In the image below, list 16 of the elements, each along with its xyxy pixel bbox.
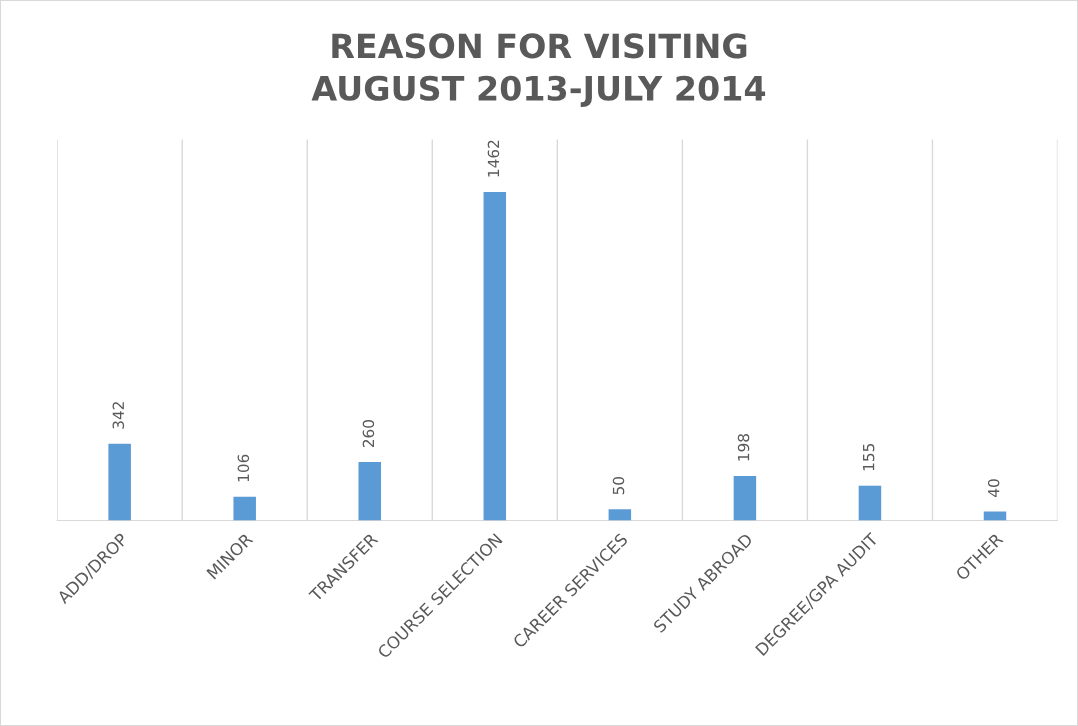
- bar: [608, 509, 632, 521]
- bar: [483, 191, 507, 521]
- data-label: 50: [612, 476, 625, 495]
- data-label: 342: [112, 402, 125, 429]
- data-label: 260: [362, 420, 375, 448]
- bar: [858, 485, 882, 521]
- data-label: 198: [737, 434, 750, 461]
- data-label: 1462: [487, 140, 500, 177]
- data-label: 40: [987, 479, 1000, 497]
- chart-title: REASON FOR VISITING AUGUST 2013-JULY 2014: [311, 33, 766, 108]
- data-label: 155: [863, 443, 875, 471]
- data-label: 106: [237, 454, 250, 482]
- bar: [733, 476, 757, 521]
- bar: [233, 496, 256, 521]
- bar: [108, 443, 131, 521]
- bar: [358, 462, 382, 521]
